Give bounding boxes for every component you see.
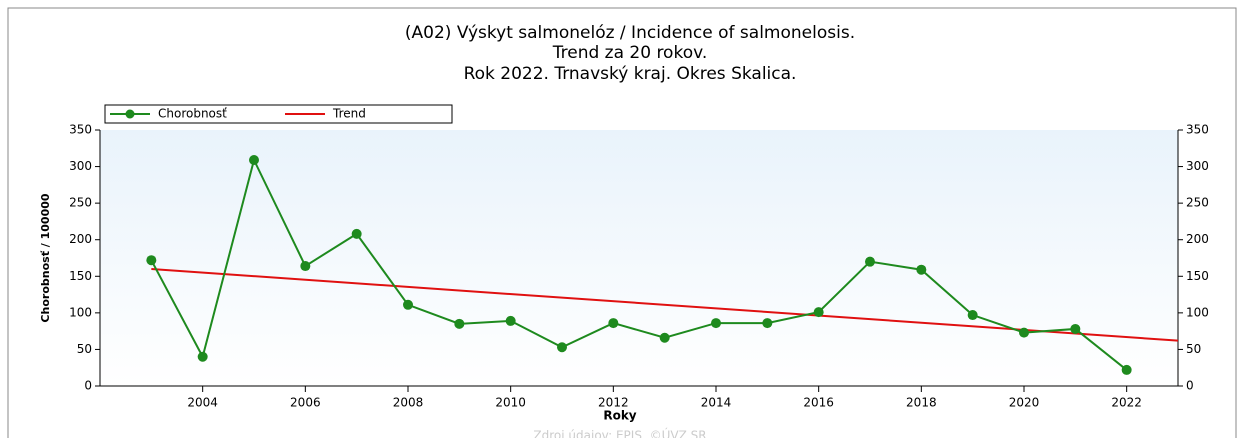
- y-tick-label: 50: [77, 342, 92, 356]
- point: [762, 318, 773, 329]
- point: [351, 228, 362, 239]
- chart-title: Rok 2022. Trnavský kraj. Okres Skalica.: [464, 64, 797, 84]
- x-tick-label: 2010: [495, 396, 526, 410]
- y-axis-label: Chorobnosť / 100000: [39, 193, 52, 322]
- chart-title: (A02) Výskyt salmonelóz / Incidence of s…: [405, 23, 855, 43]
- series-line: [151, 267, 1179, 342]
- y-tick-label: 200: [69, 232, 92, 246]
- point: [967, 310, 978, 321]
- y-tick-label: 350: [69, 123, 92, 137]
- legend: [104, 104, 453, 124]
- x-tick-label: 2008: [393, 396, 424, 410]
- point: [916, 264, 927, 275]
- legend-label: Trend: [332, 107, 366, 121]
- point: [146, 255, 157, 266]
- point: [608, 318, 619, 329]
- x-tick-label: 2016: [803, 396, 834, 410]
- point: [1121, 364, 1132, 375]
- point: [1070, 323, 1081, 334]
- x-tick-label: 2018: [906, 396, 937, 410]
- legend-label: Chorobnosť: [158, 107, 227, 121]
- plot-area: [100, 130, 1178, 386]
- y-tick-label: 250: [69, 196, 92, 210]
- x-tick-label: 2014: [701, 396, 732, 410]
- x-axis-label: Roky: [603, 409, 636, 423]
- y-tick-label: 150: [69, 269, 92, 283]
- point: [865, 256, 875, 267]
- x-tick-label: 2012: [598, 396, 629, 410]
- legend-marker: [125, 109, 135, 119]
- y2-tick-label: 100: [1186, 305, 1209, 319]
- y-tick-label: 100: [69, 305, 92, 319]
- point: [557, 342, 567, 353]
- chart-title: Trend za 20 rokov.: [552, 43, 708, 63]
- x-tick-label: 2004: [187, 396, 218, 410]
- y-tick-label: 300: [69, 159, 92, 173]
- y2-tick-label: 250: [1186, 196, 1209, 210]
- point: [505, 315, 516, 326]
- point: [403, 299, 413, 310]
- y2-tick-label: 300: [1186, 159, 1209, 173]
- x-tick-label: 2006: [290, 396, 321, 410]
- point: [659, 332, 670, 343]
- point: [300, 261, 311, 272]
- frame: [7, 7, 1237, 438]
- point: [454, 318, 465, 329]
- point: [711, 318, 721, 329]
- point: [813, 307, 824, 318]
- y2-tick-label: 200: [1186, 232, 1209, 246]
- y-tick-label: 0: [84, 379, 92, 393]
- x-tick-label: 2020: [1009, 396, 1040, 410]
- y2-tick-label: 150: [1186, 269, 1209, 283]
- y2-tick-label: 350: [1186, 123, 1209, 137]
- point: [197, 351, 208, 362]
- y2-tick-label: 50: [1186, 342, 1201, 356]
- point: [249, 154, 259, 165]
- series-line: [150, 157, 1128, 371]
- y2-tick-label: 0: [1186, 379, 1194, 393]
- source: Zdroj údajov: EPIS, ©ÚVZ SR: [533, 428, 706, 438]
- point: [1019, 327, 1029, 338]
- x-tick-label: 2022: [1111, 396, 1142, 410]
